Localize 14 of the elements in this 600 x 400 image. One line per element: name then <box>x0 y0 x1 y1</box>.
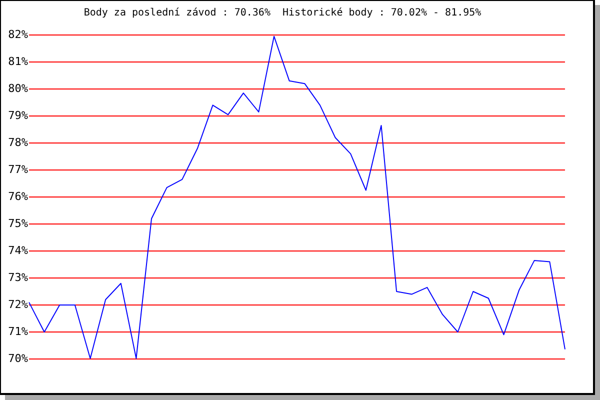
y-tick-label: 70% <box>8 352 28 365</box>
y-tick-label: 71% <box>8 324 28 338</box>
y-tick-label: 73% <box>8 270 28 284</box>
y-tick-label: 80% <box>8 82 28 95</box>
chart-title: Body za poslední závod : 70.36% Historické body : 70.02% - 81.95% <box>84 8 482 19</box>
y-tick-label: 79% <box>8 108 28 122</box>
y-tick-label: 81% <box>8 54 28 68</box>
y-tick-label: 77% <box>8 162 28 176</box>
y-tick-label: 75% <box>8 216 28 230</box>
y-tick-label: 78% <box>8 136 28 149</box>
y-tick-label: 76% <box>8 190 28 203</box>
y-tick-label: 82% <box>8 28 28 41</box>
y-tick-label: 72% <box>8 298 28 311</box>
y-tick-label: 74% <box>8 244 28 257</box>
